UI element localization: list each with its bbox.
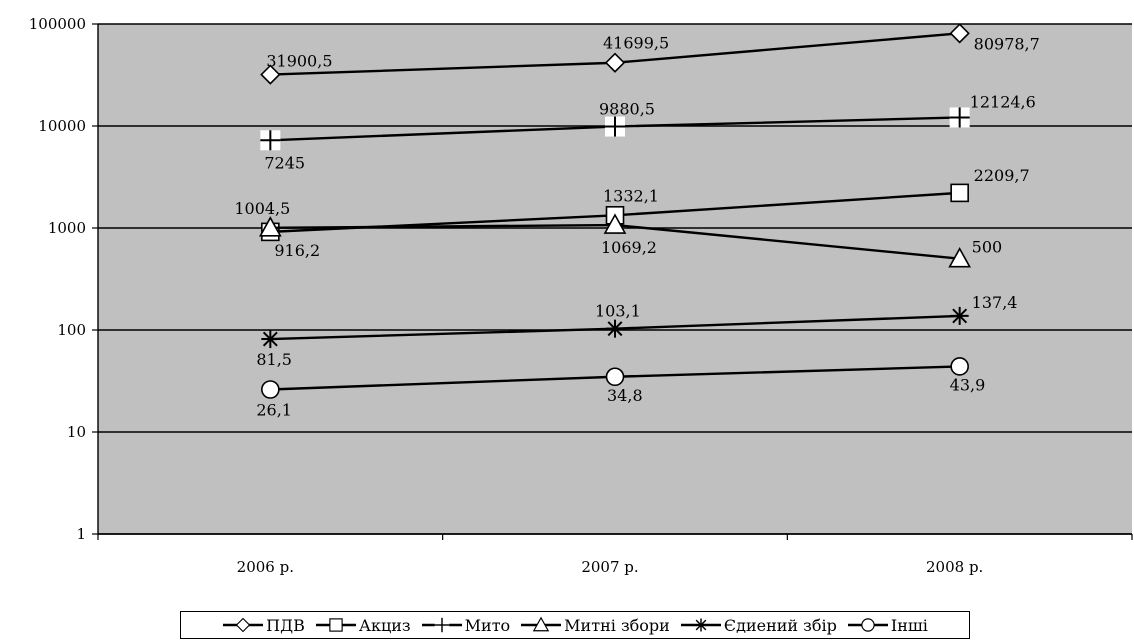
x-tick-label: 2006 р.	[237, 558, 294, 576]
data-label: 26,1	[256, 401, 292, 420]
legend-label: ПДВ	[266, 615, 305, 635]
chart-legend: ПДВ Акциз Мито Митні збори Єдиений збір Інші	[180, 611, 970, 639]
series-plus	[260, 107, 970, 151]
y-tick-label: 1000	[48, 219, 86, 237]
legend-item: Мито	[421, 615, 511, 635]
data-label: 103,1	[595, 302, 641, 321]
legend-item: Митні збори	[520, 615, 670, 635]
data-label: 137,4	[972, 293, 1018, 312]
legend-label: Інші	[890, 615, 928, 635]
data-point	[949, 107, 970, 128]
data-label: 1332,1	[603, 186, 659, 205]
data-label: 34,8	[607, 386, 643, 405]
series-diamond	[260, 23, 970, 85]
data-label: 80978,7	[974, 34, 1040, 53]
data-point	[261, 330, 280, 349]
data-label: 2209,7	[974, 166, 1030, 185]
data-label: 1004,5	[234, 199, 290, 218]
legend-label: Єдиений збір	[723, 615, 837, 635]
data-label: 916,2	[274, 241, 320, 260]
y-tick-label: 10000	[38, 117, 86, 135]
data-point	[606, 319, 624, 338]
data-point	[261, 380, 280, 399]
plus-icon	[421, 617, 462, 633]
square-icon	[315, 618, 356, 632]
data-point	[260, 130, 281, 151]
marker-stroke	[695, 619, 707, 631]
marker-stroke	[262, 331, 278, 347]
data-point	[605, 116, 625, 137]
line-chart: 1 10 100 1000 10000 100000 2006 р. 2007 р. 2008 …	[29, 15, 1133, 576]
legend-item: Інші	[847, 615, 928, 635]
data-point	[950, 306, 969, 325]
data-point	[949, 23, 970, 44]
legend-marker	[861, 618, 875, 632]
legend-marker	[694, 618, 708, 632]
data-point	[948, 247, 972, 268]
x-tick-label: 2007 р.	[581, 558, 638, 576]
y-tick-label: 100000	[29, 15, 86, 33]
legend-marker	[235, 617, 251, 633]
data-point	[258, 216, 282, 237]
series-circle	[261, 357, 969, 399]
data-point	[603, 213, 627, 234]
data-label: 81,5	[256, 350, 292, 369]
legend-item: ПДВ	[222, 615, 305, 635]
x-tick-label: 2008 р.	[926, 558, 983, 576]
data-label: 7245	[264, 153, 305, 172]
legend-marker	[532, 616, 550, 632]
triangle-icon	[521, 616, 562, 632]
marker-stroke	[952, 308, 968, 324]
legend-label: Акциз	[358, 615, 411, 635]
legend-marker	[434, 617, 449, 633]
data-label: 9880,5	[599, 100, 655, 119]
legend-label: Митні збори	[564, 615, 670, 635]
legend-label: Мито	[464, 615, 511, 635]
star-icon	[680, 618, 721, 632]
data-point	[950, 183, 969, 203]
data-label: 43,9	[950, 375, 986, 394]
series-star	[261, 306, 969, 349]
marker-stroke	[607, 321, 623, 337]
y-tick-label: 10	[67, 423, 86, 441]
data-label: 1069,2	[601, 238, 657, 257]
legend-marker	[329, 618, 343, 632]
legend-item: Акциз	[315, 615, 411, 635]
data-point	[260, 64, 281, 85]
y-tick-label: 1	[76, 525, 86, 543]
data-label: 41699,5	[603, 34, 669, 53]
legend-item: Єдиений збір	[680, 615, 837, 635]
circle-icon	[847, 618, 888, 632]
diamond-icon	[223, 617, 264, 633]
data-point	[604, 52, 626, 73]
y-tick-label: 100	[57, 321, 86, 339]
data-label: 31900,5	[266, 52, 332, 71]
data-point	[605, 367, 625, 387]
data-label: 12124,6	[970, 92, 1036, 111]
data-point	[950, 357, 969, 376]
series-triangle	[258, 213, 972, 268]
data-label: 500	[972, 238, 1003, 257]
